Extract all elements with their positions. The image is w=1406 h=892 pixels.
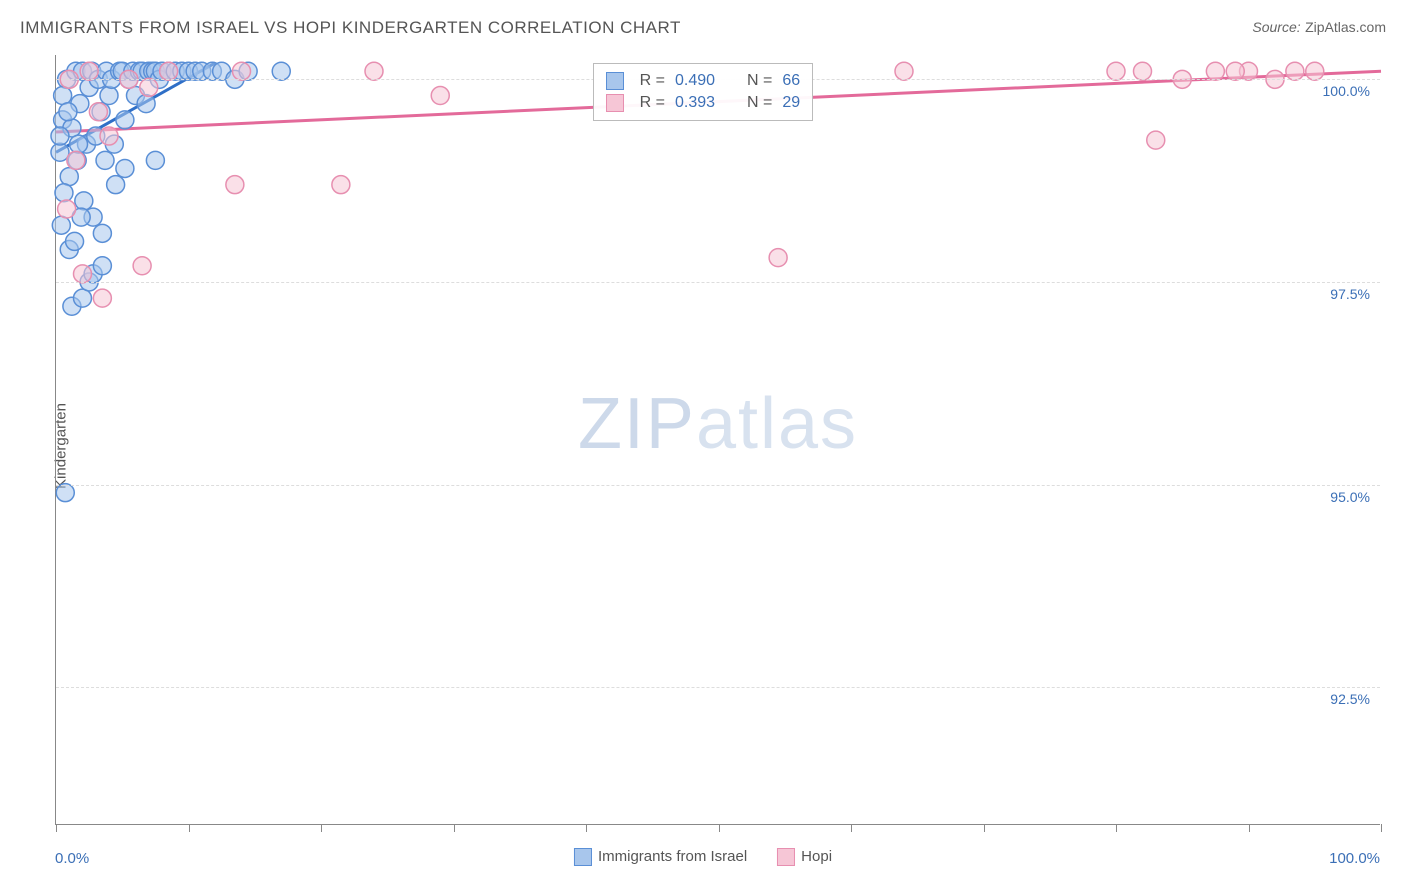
data-point <box>100 87 118 105</box>
data-point <box>233 62 251 80</box>
legend-label: Immigrants from Israel <box>598 848 747 865</box>
gridline-h <box>56 687 1380 688</box>
data-point <box>54 87 72 105</box>
data-point <box>93 224 111 242</box>
data-point <box>93 257 111 275</box>
data-point <box>1226 62 1244 80</box>
x-tick-mark <box>189 824 190 832</box>
x-tick-mark <box>1381 824 1382 832</box>
data-point <box>137 95 155 113</box>
source-label: Source: <box>1252 19 1300 35</box>
data-point <box>116 159 134 177</box>
data-point <box>1286 62 1304 80</box>
legend-swatch <box>574 848 592 866</box>
source: Source: ZipAtlas.com <box>1252 19 1386 37</box>
data-point <box>59 103 77 121</box>
data-point <box>96 151 114 169</box>
data-point <box>332 176 350 194</box>
x-tick-mark <box>719 824 720 832</box>
legend-row: R = 0.490 N = 66 <box>606 70 801 92</box>
legend-swatch <box>606 94 624 112</box>
data-point <box>895 62 913 80</box>
x-tick-mark <box>56 824 57 832</box>
data-point <box>272 62 290 80</box>
data-point <box>1134 62 1152 80</box>
data-point <box>140 78 158 96</box>
y-tick-label: 97.5% <box>1330 286 1370 302</box>
data-point <box>160 62 178 80</box>
data-point <box>769 249 787 267</box>
x-tick-mark <box>454 824 455 832</box>
data-point <box>93 289 111 307</box>
legend-r-value: 0.490 <box>675 72 715 90</box>
data-point <box>1306 62 1324 80</box>
x-tick-mark <box>851 824 852 832</box>
data-point <box>1107 62 1125 80</box>
x-tick-mark <box>1116 824 1117 832</box>
chart-svg <box>56 55 1380 824</box>
legend-n-label: N = <box>747 94 772 112</box>
legend-r-label: R = <box>640 72 665 90</box>
data-point <box>1147 131 1165 149</box>
x-tick-mark <box>586 824 587 832</box>
legend-swatch <box>777 848 795 866</box>
gridline-h <box>56 485 1380 486</box>
legend-r-value: 0.393 <box>675 94 715 112</box>
x-tick-mark <box>984 824 985 832</box>
y-tick-label: 92.5% <box>1330 691 1370 707</box>
data-point <box>66 232 84 250</box>
data-point <box>100 127 118 145</box>
source-name: ZipAtlas.com <box>1305 19 1386 35</box>
legend-n-value: 29 <box>782 94 800 112</box>
data-point <box>80 62 98 80</box>
data-point <box>1206 62 1224 80</box>
x-max-label: 100.0% <box>1329 850 1380 867</box>
data-point <box>89 103 107 121</box>
x-tick-mark <box>1249 824 1250 832</box>
data-point <box>70 135 88 153</box>
plot-area: ZIPatlas 100.0%97.5%95.0%92.5%R =0.490N … <box>55 55 1380 825</box>
x-tick-mark <box>321 824 322 832</box>
legend-n-value: 66 <box>782 72 800 90</box>
x-min-label: 0.0% <box>55 850 89 867</box>
bottom-legend-item: Hopi <box>777 848 832 866</box>
chart-title: IMMIGRANTS FROM ISRAEL VS HOPI KINDERGAR… <box>20 18 681 38</box>
data-point <box>67 151 85 169</box>
data-point <box>51 127 69 145</box>
data-point <box>75 192 93 210</box>
legend-row: R = 0.393 N = 29 <box>606 92 801 114</box>
gridline-h <box>56 282 1380 283</box>
data-point <box>226 176 244 194</box>
bottom-legend-item: Immigrants from Israel <box>574 848 747 866</box>
data-point <box>116 111 134 129</box>
data-point <box>431 87 449 105</box>
data-point <box>52 216 70 234</box>
y-tick-label: 100.0% <box>1323 83 1370 99</box>
data-point <box>74 289 92 307</box>
data-point <box>58 200 76 218</box>
data-point <box>133 257 151 275</box>
bottom-legend: Immigrants from Israel Hopi <box>574 848 832 866</box>
data-point <box>146 151 164 169</box>
legend-n-label: N = <box>747 72 772 90</box>
legend-label: Hopi <box>801 848 832 865</box>
data-point <box>60 168 78 186</box>
y-tick-label: 95.0% <box>1330 489 1370 505</box>
correlation-legend: R = 0.490 N = 66 R = 0.393 N = 29 <box>593 63 814 121</box>
legend-r-label: R = <box>640 94 665 112</box>
data-point <box>74 265 92 283</box>
data-point <box>56 484 74 502</box>
data-point <box>107 176 125 194</box>
legend-swatch <box>606 72 624 90</box>
data-point <box>51 143 69 161</box>
data-point <box>365 62 383 80</box>
data-point <box>55 184 73 202</box>
